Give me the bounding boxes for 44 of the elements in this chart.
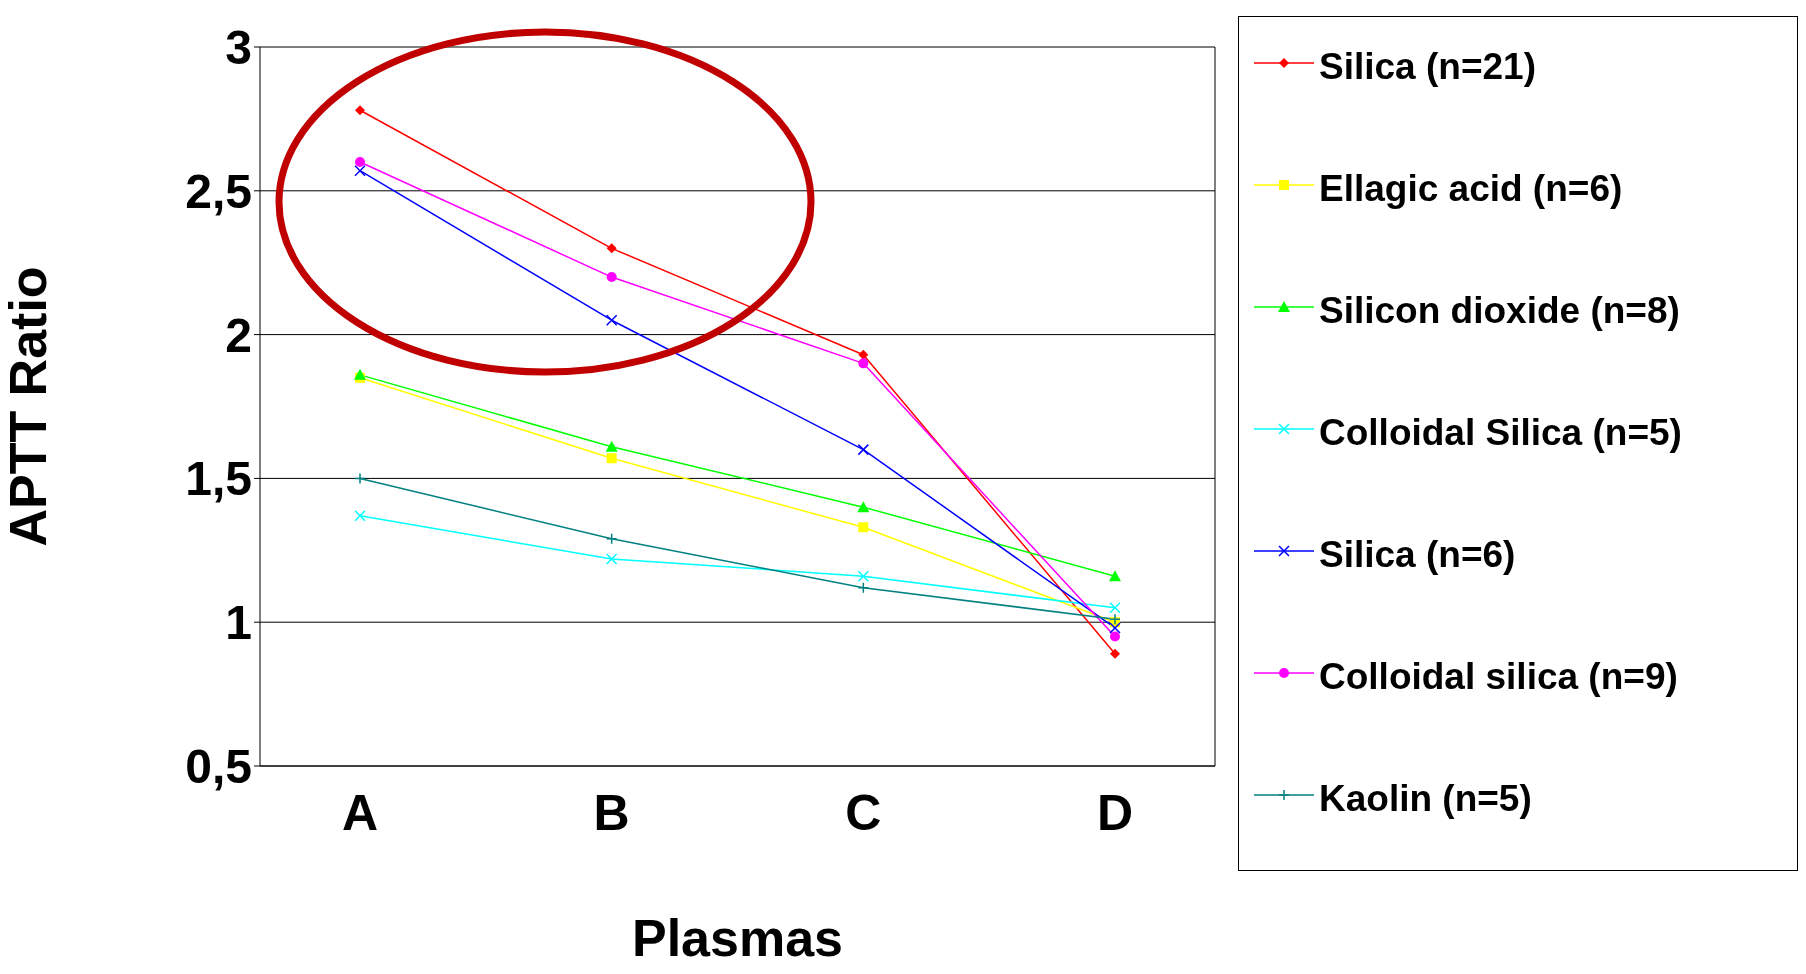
x-tick-label: B xyxy=(593,784,630,841)
y-tick-label: 3 xyxy=(225,21,252,75)
y-tick-label: 1 xyxy=(225,596,252,650)
legend-label: Silica (n=6) xyxy=(1319,533,1517,577)
point xyxy=(354,368,366,380)
point xyxy=(605,440,618,452)
legend-label: Kaolin (n=5) xyxy=(1319,777,1533,821)
point xyxy=(355,157,365,168)
point xyxy=(1109,622,1121,634)
point xyxy=(858,522,869,533)
point xyxy=(857,501,870,513)
point xyxy=(858,358,869,369)
point xyxy=(1109,570,1121,582)
point xyxy=(354,472,366,485)
point xyxy=(606,243,617,254)
y-tick-label: 1,5 xyxy=(185,452,252,506)
y-axis-title: APTT Ratio xyxy=(0,266,58,547)
point xyxy=(355,105,365,116)
point xyxy=(857,570,870,582)
point xyxy=(1110,648,1120,659)
point xyxy=(858,349,869,360)
point xyxy=(354,510,366,522)
point xyxy=(1109,602,1121,614)
point xyxy=(605,314,618,326)
point xyxy=(857,581,870,594)
point xyxy=(605,553,618,565)
point xyxy=(1109,613,1121,626)
x-tick-label: A xyxy=(341,784,379,841)
x-axis-title: Plasmas xyxy=(631,909,844,967)
legend-label: Silica (n=21) xyxy=(1319,45,1537,89)
point xyxy=(605,533,618,545)
x-tick-label: C xyxy=(845,784,882,841)
legend-label: Silicon dioxide (n=8) xyxy=(1319,289,1681,333)
legend-label: Colloidal Silica (n=5) xyxy=(1319,411,1683,455)
y-tick-label: 2 xyxy=(225,308,252,362)
x-tick-label: D xyxy=(1096,784,1134,841)
y-tick-label: 0,5 xyxy=(185,740,252,794)
y-tick-label: 2,5 xyxy=(185,164,252,218)
point xyxy=(606,453,617,464)
legend-label: Ellagic acid (n=6) xyxy=(1319,167,1624,211)
legend-label: Colloidal silica (n=9) xyxy=(1319,655,1679,699)
point xyxy=(1110,631,1120,642)
point xyxy=(606,272,617,283)
point xyxy=(857,443,870,456)
